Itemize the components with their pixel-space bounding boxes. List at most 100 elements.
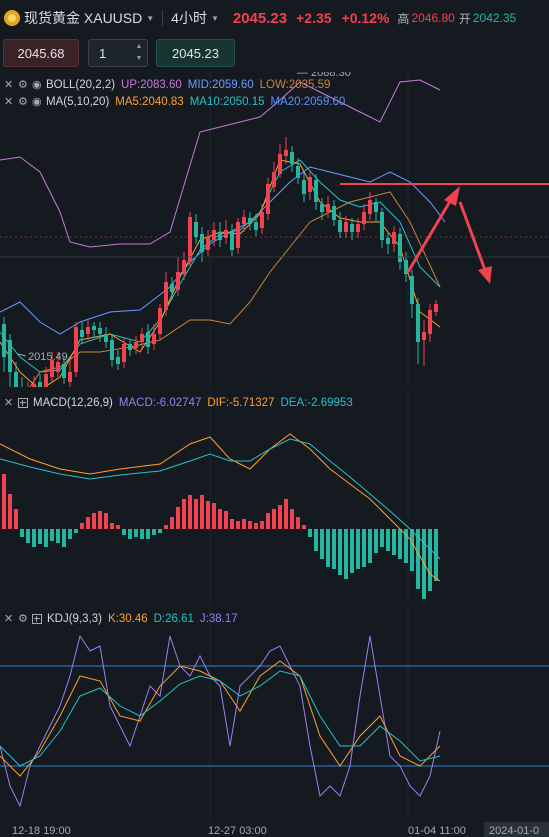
candle-body (272, 172, 276, 187)
macd-bar (26, 529, 30, 543)
kdj-name: KDJ(9,3,3) (47, 612, 102, 625)
macd-bar (116, 525, 120, 529)
macd-bar (206, 501, 210, 529)
candle-body (368, 200, 372, 214)
macd-bar (176, 507, 180, 529)
kdj-pane[interactable] (0, 606, 549, 822)
eye-icon[interactable]: ◉ (32, 96, 42, 108)
candle-body (338, 220, 342, 232)
macd-bar (86, 517, 90, 529)
timeframe-selector[interactable]: 4小时 (171, 10, 207, 26)
macd-bar (350, 529, 354, 573)
macd-pane[interactable] (0, 389, 549, 604)
boll-low-value: LOW:2035.59 (259, 78, 331, 91)
high-price-marker: — 2088.30 (297, 72, 351, 79)
candle-body (356, 224, 360, 232)
chevron-down-icon[interactable]: ▼ (146, 13, 155, 23)
candle-body (194, 222, 198, 237)
expand-icon[interactable] (18, 397, 28, 408)
sell-price-button[interactable]: 2045.68 (3, 39, 79, 67)
candle-body (296, 166, 300, 178)
macd-bar (128, 529, 132, 539)
candle-body (80, 330, 84, 337)
candle-body (176, 272, 180, 290)
candle-body (320, 204, 324, 212)
macd-bar (14, 509, 18, 529)
macd-bar (200, 495, 204, 529)
buy-price-button[interactable]: 2045.23 (156, 39, 235, 67)
candle-body (386, 238, 390, 244)
macd-bar (314, 529, 318, 551)
candle-body (392, 232, 396, 244)
symbol-name[interactable]: 现货黄金 XAUUSD (24, 10, 143, 26)
macd-bar (98, 511, 102, 529)
macd-bar (398, 529, 402, 559)
macd-bar (62, 529, 66, 547)
high-value: 2046.80 (411, 11, 455, 25)
time-label-current: 2024-01-0 (489, 825, 539, 837)
macd-bar (344, 529, 348, 579)
candle-body (266, 184, 270, 214)
macd-bar (338, 529, 342, 575)
macd-bar (290, 509, 294, 529)
candle-body (290, 152, 294, 164)
time-axis: 12-18 19:00 12-27 03:00 01-04 11:00 2024… (0, 822, 549, 837)
settings-icon[interactable]: ⚙ (18, 613, 28, 625)
close-icon[interactable]: ✕ (4, 397, 14, 409)
macd-bar (380, 529, 384, 547)
macd-bar (326, 529, 330, 567)
candle-body (2, 324, 6, 357)
settings-icon[interactable]: ⚙ (18, 79, 28, 91)
chevron-down-icon[interactable]: ▼ (135, 55, 143, 62)
ma10-line (0, 159, 441, 373)
macd-bar (110, 523, 114, 529)
price-chart[interactable]: — 2088.30 2015.49 (0, 72, 549, 387)
k-value: K:30.46 (107, 612, 148, 625)
macd-bar (236, 521, 240, 529)
macd-bar (158, 529, 162, 533)
macd-bar (188, 495, 192, 529)
macd-bar (308, 529, 312, 537)
candle-body (62, 364, 66, 378)
chevron-down-icon[interactable]: ▼ (210, 13, 219, 23)
quote-header: 现货黄金 XAUUSD ▼ 4小时 ▼ 2045.23 +2.35 +0.12%… (0, 0, 549, 36)
macd-bar (122, 529, 126, 535)
expand-icon[interactable] (32, 613, 42, 624)
close-icon[interactable]: ✕ (4, 79, 14, 91)
candlesticks (2, 137, 438, 387)
settings-icon[interactable]: ⚙ (18, 96, 28, 108)
macd-bar (266, 513, 270, 529)
ma-name: MA(5,10,20) (46, 95, 110, 108)
macd-histogram (2, 474, 438, 599)
candle-body (74, 327, 78, 372)
macd-bar (134, 529, 138, 537)
macd-bar (368, 529, 372, 563)
candle-body (278, 154, 282, 174)
eye-icon[interactable]: ◉ (32, 79, 42, 91)
candle-body (86, 327, 90, 334)
close-icon[interactable]: ✕ (4, 613, 14, 625)
time-label: 12-18 19:00 (12, 825, 71, 837)
macd-bar (254, 523, 258, 529)
macd-bar (278, 505, 282, 529)
macd-bar (392, 529, 396, 555)
macd-bar (428, 529, 432, 591)
candle-body (44, 374, 48, 387)
macd-bar (104, 513, 108, 529)
candle-body (398, 234, 402, 262)
close-icon[interactable]: ✕ (4, 96, 14, 108)
macd-bar (164, 525, 168, 529)
boll-legend: ✕ ⚙ ◉ BOLL(20,2,2) UP:2083.60 MID:2059.6… (4, 76, 336, 93)
candle-body (92, 326, 96, 330)
stepper-arrows[interactable]: ▲ ▼ (133, 42, 145, 64)
candle-body (182, 260, 186, 274)
time-label: 12-27 03:00 (208, 825, 267, 837)
dif-value: DIF:-5.71327 (207, 396, 275, 409)
ma-legend: ✕ ⚙ ◉ MA(5,10,20) MA5:2040.83 MA10:2050.… (4, 93, 351, 110)
quantity-stepper[interactable]: 1 ▲ ▼ (88, 39, 148, 67)
d-value: D:26.61 (153, 612, 194, 625)
candle-body (284, 150, 288, 156)
chevron-up-icon[interactable]: ▲ (135, 43, 143, 50)
macd-bar (80, 523, 84, 529)
candle-body (110, 340, 114, 360)
